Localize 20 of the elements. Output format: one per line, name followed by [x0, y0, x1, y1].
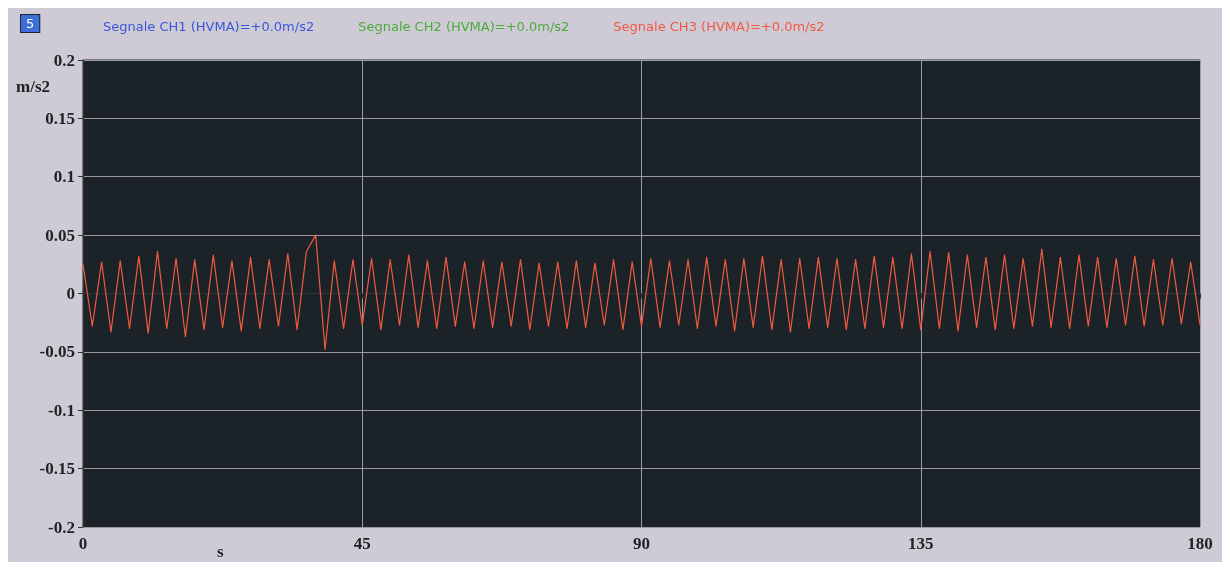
text: Segnale CH3 (HVMA)=+0.0m/s2 [613, 18, 825, 34]
x-tick-label: 180 [1187, 534, 1213, 553]
y-tick-label: 0.15 [45, 108, 75, 128]
y-tick-label: 0.1 [53, 167, 75, 187]
text: 5 [26, 16, 35, 31]
legend-label: Segnale CH2 (HVMA)=+0.0m/s2 [358, 18, 570, 34]
y-tick-label: -0.05 [39, 342, 75, 362]
y-tick-label: 0.2 [53, 50, 75, 70]
y-tick-label: -0.15 [39, 459, 75, 479]
legend-label: Segnale CH1 (HVMA)=+0.0m/s2 [103, 18, 315, 34]
x-tick-label: 0 [78, 534, 88, 553]
y-tick-label: -0.1 [48, 400, 75, 420]
y-tick-label: 0.05 [45, 225, 75, 245]
x-axis-title: s [217, 542, 224, 561]
x-tick-label: 135 [908, 534, 934, 553]
x-tick-label: 90 [633, 534, 650, 553]
x-tick-label: 45 [353, 534, 371, 553]
y-tick-label: 0 [66, 284, 75, 303]
y-axis-title: m/s2 [16, 77, 50, 96]
y-tick-label: -0.2 [48, 517, 75, 537]
